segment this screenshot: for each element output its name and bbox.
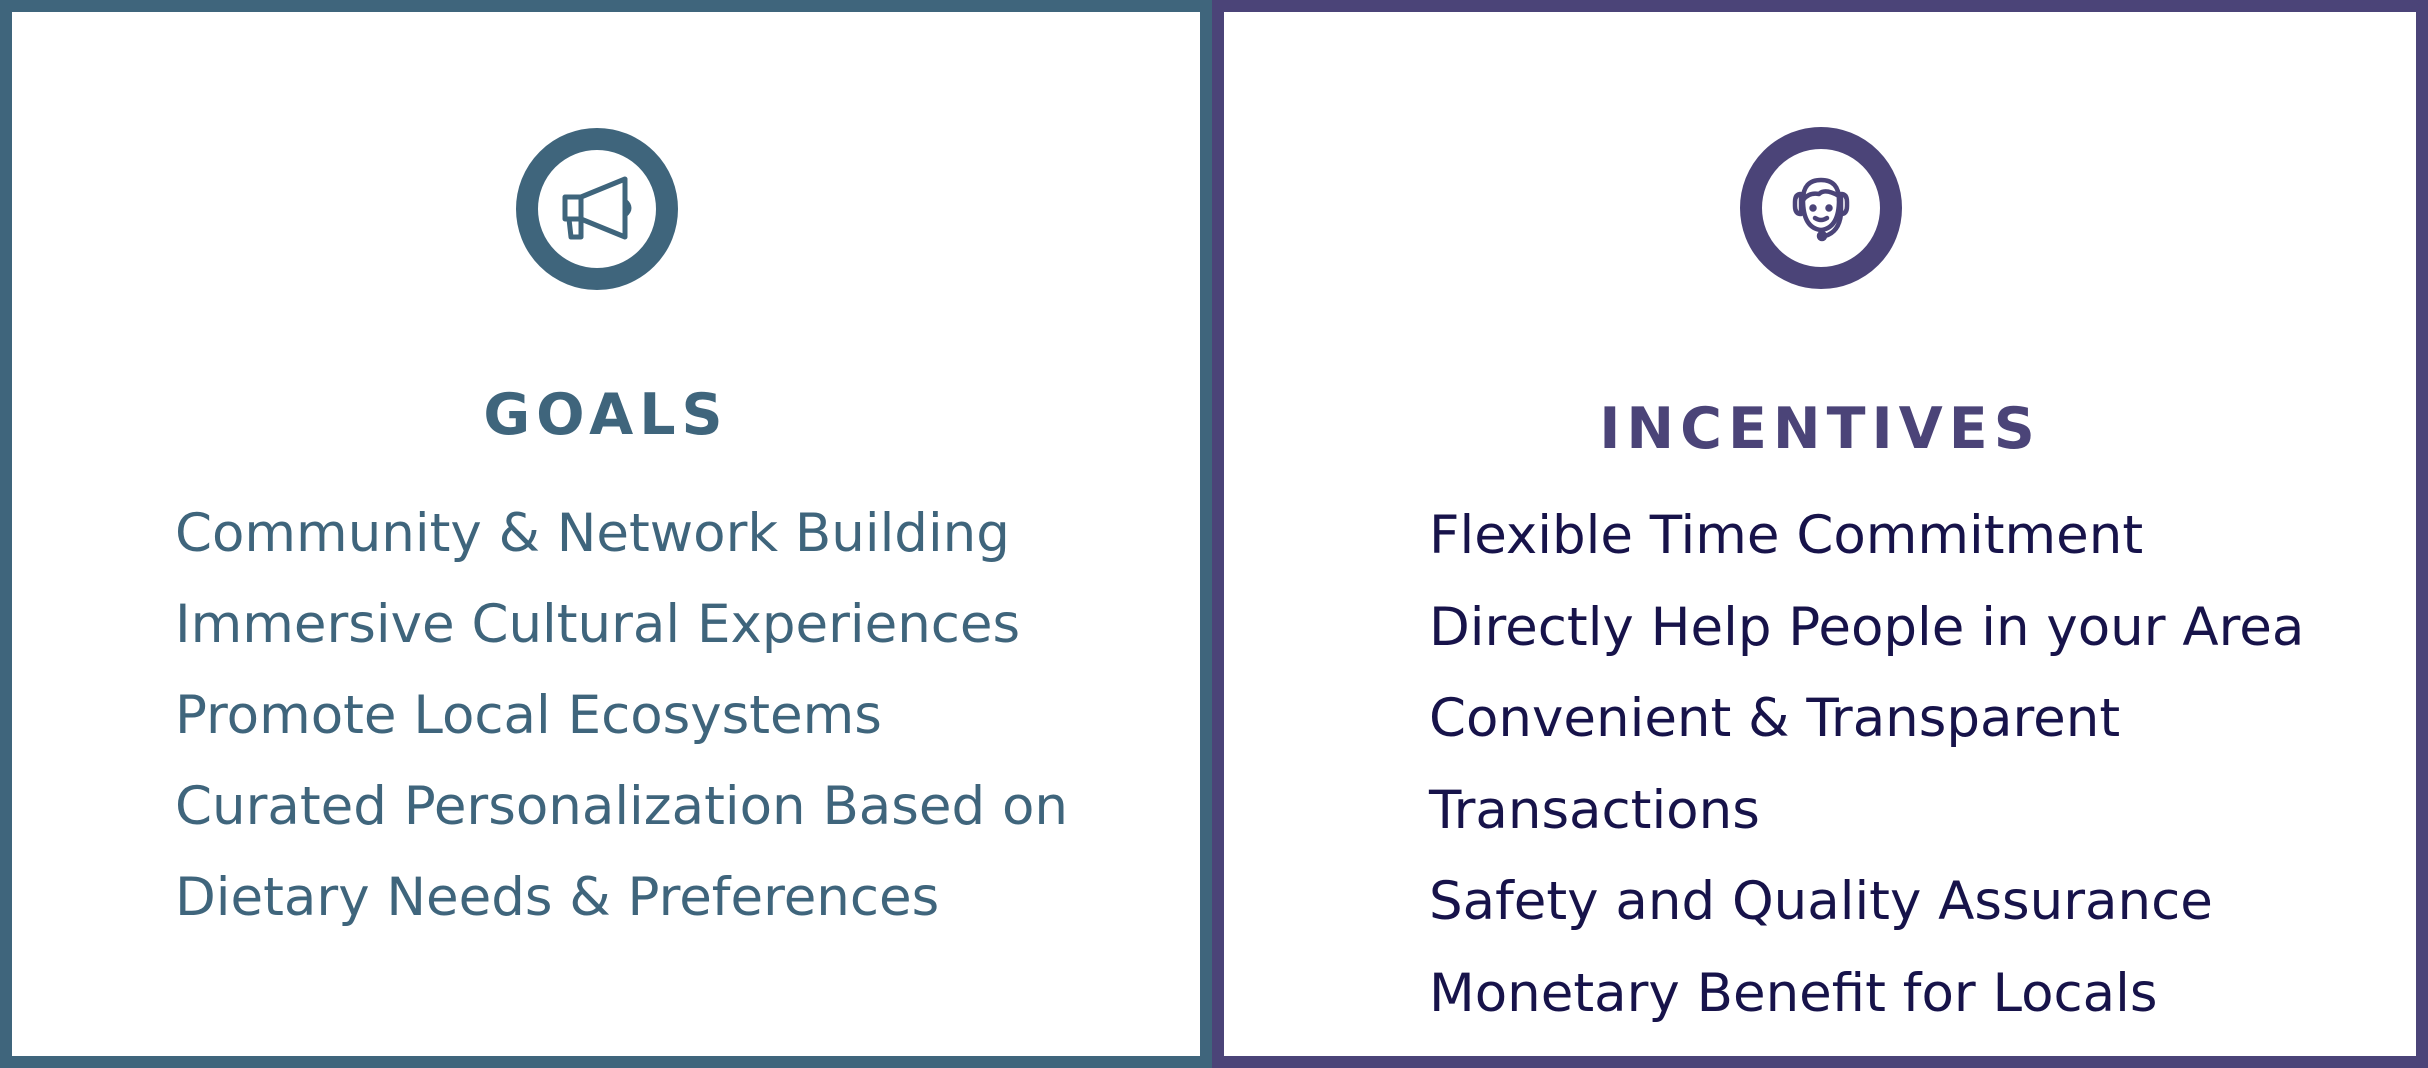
list-item: Community & Network Building bbox=[175, 503, 1010, 564]
incentives-panel: INCENTIVES Flexible Time Commitment Dire… bbox=[1212, 0, 2428, 1068]
megaphone-icon bbox=[562, 176, 632, 240]
incentives-list: Flexible Time Commitment Directly Help P… bbox=[1429, 490, 2304, 1039]
list-item: Directly Help People in your Area bbox=[1429, 596, 2305, 658]
list-item: Promote Local Ecosystems bbox=[175, 685, 882, 746]
list-item: Safety and Quality Assurance bbox=[1429, 871, 2213, 932]
incentives-icon-ring bbox=[1740, 127, 1902, 289]
incentives-title: INCENTIVES bbox=[1599, 396, 2041, 462]
goals-icon-ring bbox=[516, 128, 678, 290]
list-item: Curated Personalization Based on bbox=[175, 776, 1069, 837]
goals-panel: GOALS Community & Network Building Immer… bbox=[0, 0, 1212, 1068]
support-agent-icon bbox=[1792, 177, 1850, 242]
list-item: Transactions bbox=[1429, 779, 1760, 841]
list-item: Immersive Cultural Experiences bbox=[175, 594, 1021, 655]
goals-list: Community & Network Building Immersive C… bbox=[175, 488, 1068, 943]
goals-title: GOALS bbox=[483, 382, 729, 448]
list-item: Flexible Time Commitment bbox=[1429, 505, 2144, 566]
list-item: Convenient & Transparent bbox=[1429, 688, 2121, 749]
list-item: Dietary Needs & Preferences bbox=[175, 867, 940, 928]
list-item: Monetary Benefit for Locals bbox=[1429, 962, 2158, 1024]
